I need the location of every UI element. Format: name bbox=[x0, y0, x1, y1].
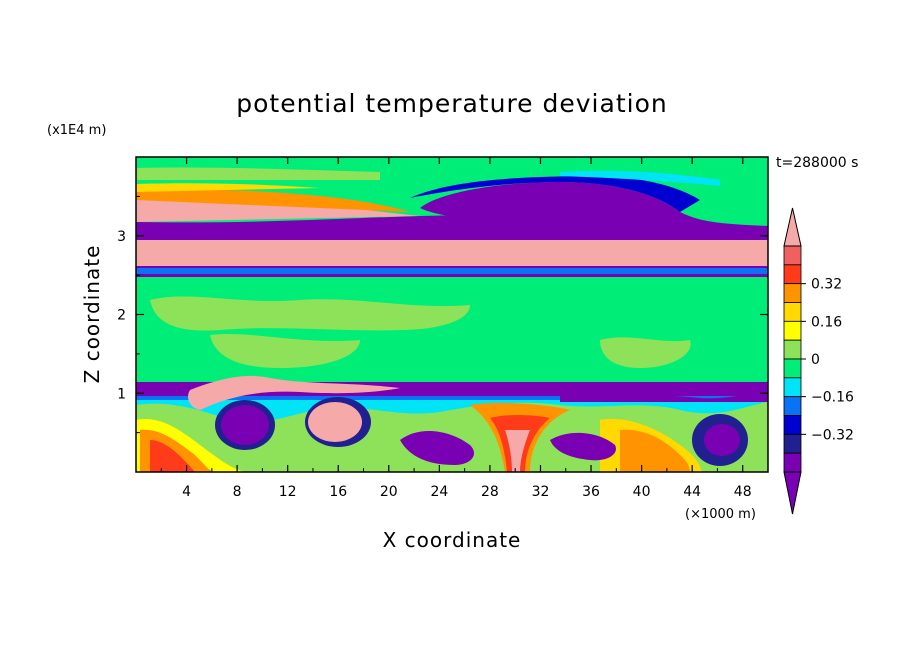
colorbar-segment bbox=[783, 452, 802, 473]
x-tick-label: 32 bbox=[532, 484, 550, 500]
colorbar-segment bbox=[783, 415, 802, 435]
colorbar-segment bbox=[783, 396, 802, 416]
x-tick-label: 8 bbox=[233, 484, 242, 500]
x-tick-label: 48 bbox=[734, 484, 752, 500]
chart-title: potential temperature deviation bbox=[236, 89, 667, 118]
colorbar-tick-label: 0.32 bbox=[811, 277, 842, 293]
y-axis-ticks: 1 2 3 bbox=[117, 195, 768, 434]
x-tick-label: 28 bbox=[481, 484, 499, 500]
contour-field bbox=[136, 157, 768, 472]
colorbar-tick-label: −0.16 bbox=[811, 390, 854, 406]
y-unit-label: (x1E4 m) bbox=[47, 123, 106, 138]
colorbar-under-arrow bbox=[783, 471, 802, 515]
colorbar-segment bbox=[783, 339, 802, 360]
colorbar-segment bbox=[783, 264, 802, 285]
x-tick-label: 20 bbox=[380, 484, 398, 500]
time-label: t=288000 s bbox=[776, 155, 858, 171]
y-tick-label: 1 bbox=[117, 386, 126, 402]
y-axis-label: Z coordinate bbox=[80, 245, 104, 384]
colorbar-segment bbox=[783, 377, 802, 398]
x-tick-label: 40 bbox=[633, 484, 651, 500]
x-tick-label: 16 bbox=[329, 484, 347, 500]
colorbar-segment bbox=[783, 320, 802, 341]
y-tick-label: 2 bbox=[117, 308, 126, 324]
colorbar-tick-label: 0.16 bbox=[811, 314, 842, 330]
x-tick-label: 12 bbox=[279, 484, 297, 500]
x-tick-label: 36 bbox=[582, 484, 600, 500]
x-tick-label: 4 bbox=[182, 484, 191, 500]
colorbar-segment bbox=[783, 283, 802, 303]
colorbar-tick-label: 0 bbox=[811, 352, 820, 368]
x-axis-label: X coordinate bbox=[383, 528, 522, 552]
colorbar-segment bbox=[783, 433, 802, 454]
x-unit-label: (×1000 m) bbox=[685, 507, 756, 522]
colorbar-segment bbox=[783, 245, 802, 266]
colorbar-tick-label: −0.32 bbox=[811, 427, 854, 443]
colorbar-segment bbox=[783, 302, 802, 322]
x-tick-label: 24 bbox=[430, 484, 448, 500]
colorbar-over-arrow bbox=[783, 207, 802, 247]
x-axis-ticks: 4 8 12 16 20 24 28 32 36 40 44 48 bbox=[160, 157, 752, 500]
colorbar: 0.32 0.16 0 −0.16 −0.32 bbox=[783, 207, 854, 515]
y-tick-label: 3 bbox=[117, 229, 126, 245]
colorbar-segment bbox=[783, 358, 802, 379]
x-tick-label: 44 bbox=[683, 484, 701, 500]
